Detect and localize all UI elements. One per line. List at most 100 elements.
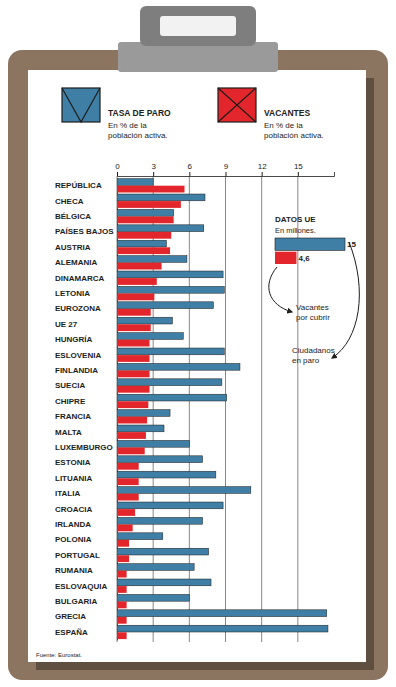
category-label: PAÍSES BAJOS [55,227,114,236]
category-label: FINLANDIA [55,366,98,375]
source: Fuente: Eurostat. [36,652,82,658]
y-tick: IRLANDA [55,520,117,529]
bar [117,533,163,540]
x-tick-mark [262,172,263,176]
y-tick: CHIPRE [55,397,117,406]
x-tick-label: 6 [188,162,193,171]
chart-root: TASA DE PAROEn % de lapoblación activa.V… [0,0,396,687]
clipboard [8,6,388,680]
bar [117,209,174,216]
bar [117,309,151,316]
category-label: CROACIA [55,505,93,514]
x-tick-label: 3 [151,162,156,171]
legend-icon-line [62,88,100,122]
callout-arrow [332,242,359,358]
inset-subtitle: En millones. [275,226,316,235]
bar [117,247,170,254]
category-label: SUECIA [55,381,85,390]
x-tick: 15 [294,162,303,176]
legend-item: VACANTESEn % de lapoblación activa. [218,88,324,140]
x-axis: 03691215 [115,162,334,177]
category-label: LITUANIA [55,474,93,483]
y-tick: CHECA [55,197,117,206]
bar [117,586,127,593]
bar [117,564,194,571]
bar [117,186,185,193]
x-tick-mark [226,172,227,176]
category-label: POLONIA [55,535,92,544]
bar [117,371,150,378]
category-label: UE 27 [55,320,78,329]
y-tick: ESTONIA [55,458,117,467]
y-tick: HUNGRÍA [55,335,117,344]
category-label: REPÚBLICA [55,181,102,190]
bar [117,478,139,485]
bar [117,632,127,639]
bar [117,240,166,247]
legend-swatch [62,88,100,122]
series [117,186,185,639]
category-label: BULGARIA [55,597,97,606]
inset-category: Vacantespor cubrir [296,303,330,322]
bar [117,509,135,516]
legend-swatch [218,88,256,122]
bar [117,594,189,601]
bar [117,579,211,586]
inset-bar [275,252,296,264]
bar [117,317,172,324]
y-tick: SUECIA [55,381,117,390]
bar [117,625,328,632]
bar [117,471,216,478]
inset-category: Ciudadanosen paro [292,346,335,365]
bar [117,348,224,355]
bar [117,386,150,393]
bar [117,548,209,555]
bar [117,217,174,224]
bar [117,417,147,424]
inset-title: DATOS UE [275,215,316,224]
y-tick: FINLANDIA [55,366,117,375]
clip-base [118,42,278,72]
category-label: ESLOVENIA [55,351,101,360]
x-tick-label: 12 [258,162,267,171]
category-label: EUROZONA [55,304,101,313]
bar [117,379,222,386]
x-tick: 9 [224,162,229,176]
x-tick-label: 15 [294,162,303,171]
grid-line [225,176,226,642]
bar [117,540,129,547]
inset-data-label: 4,6 [298,254,310,263]
bar [117,494,139,501]
category-label: IRLANDA [55,520,91,529]
x-tick-label: 9 [224,162,229,171]
category-label: CHECA [55,197,84,206]
bar [117,456,203,463]
y-tick: POLONIA [55,535,117,544]
bar [117,278,157,285]
bar [117,225,204,232]
y-tick: BÉLGICA [55,212,117,221]
x-tick-mark [298,172,299,176]
bar [117,610,327,617]
bar [117,502,223,509]
y-tick: ESLOVAQUIA [55,582,117,591]
y-tick: ALEMANIA [55,258,117,267]
bar [117,194,205,201]
bar [117,232,171,239]
bar [117,463,139,470]
y-tick: EUROZONA [55,304,117,313]
x-tick: 12 [258,162,267,176]
category-label: MALTA [55,428,82,437]
board [8,50,388,680]
bar [117,440,189,447]
legend: TASA DE PAROEn % de lapoblación activa.V… [62,88,324,140]
bar [117,324,151,331]
legend-icon-line [218,88,256,122]
y-tick: UE 27 [55,320,117,329]
clip-top [140,6,256,46]
category-label: BÉLGICA [55,212,91,221]
legend-label: TASA DE PARO [108,108,171,118]
category-label: ITALIA [55,489,80,498]
bar [117,517,203,524]
y-tick: PORTUGAL [55,551,117,560]
